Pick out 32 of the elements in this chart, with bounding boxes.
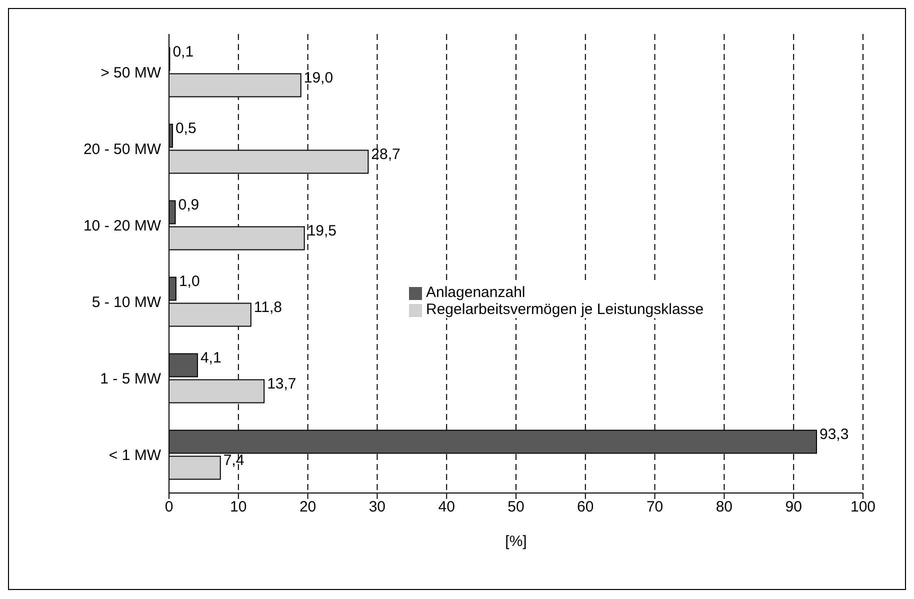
data-label: 28,7 — [371, 146, 400, 163]
x-tick-label: 0 — [164, 498, 174, 516]
x-tick-label: 60 — [577, 498, 594, 516]
x-tick-label: 10 — [230, 498, 247, 516]
x-tick-label: 70 — [646, 498, 664, 516]
data-label: 11,8 — [254, 298, 282, 316]
data-label: 19,0 — [304, 69, 334, 86]
data-label: 93,3 — [820, 426, 849, 443]
data-label: 19,5 — [307, 222, 337, 240]
x-tick-label: 20 — [299, 498, 316, 516]
y-tick-label: > 50 MW — [100, 64, 162, 82]
y-tick-label: 20 - 50 MW — [83, 141, 162, 158]
x-tick-label: 100 — [850, 498, 876, 516]
y-tick-label: 10 - 20 MW — [83, 218, 162, 235]
y-tick-label: 1 - 5 MW — [100, 370, 162, 388]
legend-label: Regelarbeitsvermögen je Leistungsklasse — [426, 301, 704, 318]
x-tick-label: 90 — [785, 498, 802, 516]
data-label: 4,1 — [200, 349, 222, 366]
x-axis-title: [%] — [505, 533, 527, 550]
data-label: 0,9 — [178, 196, 200, 214]
y-tick-label: 5 - 10 MW — [92, 294, 162, 312]
x-tick-label: 30 — [368, 498, 386, 516]
data-label: 0,1 — [172, 43, 194, 60]
x-tick-label: 50 — [508, 498, 524, 516]
data-label: 13,7 — [267, 375, 296, 392]
y-tick-label: < 1 MW — [108, 447, 162, 464]
x-tick-label: 40 — [438, 498, 455, 516]
data-label: 1,0 — [178, 272, 200, 290]
data-label: 0,5 — [175, 120, 196, 137]
data-label: 7,4 — [223, 452, 244, 469]
legend-label: Anlagenanzahl — [426, 284, 526, 301]
x-tick-label: 80 — [716, 498, 733, 516]
